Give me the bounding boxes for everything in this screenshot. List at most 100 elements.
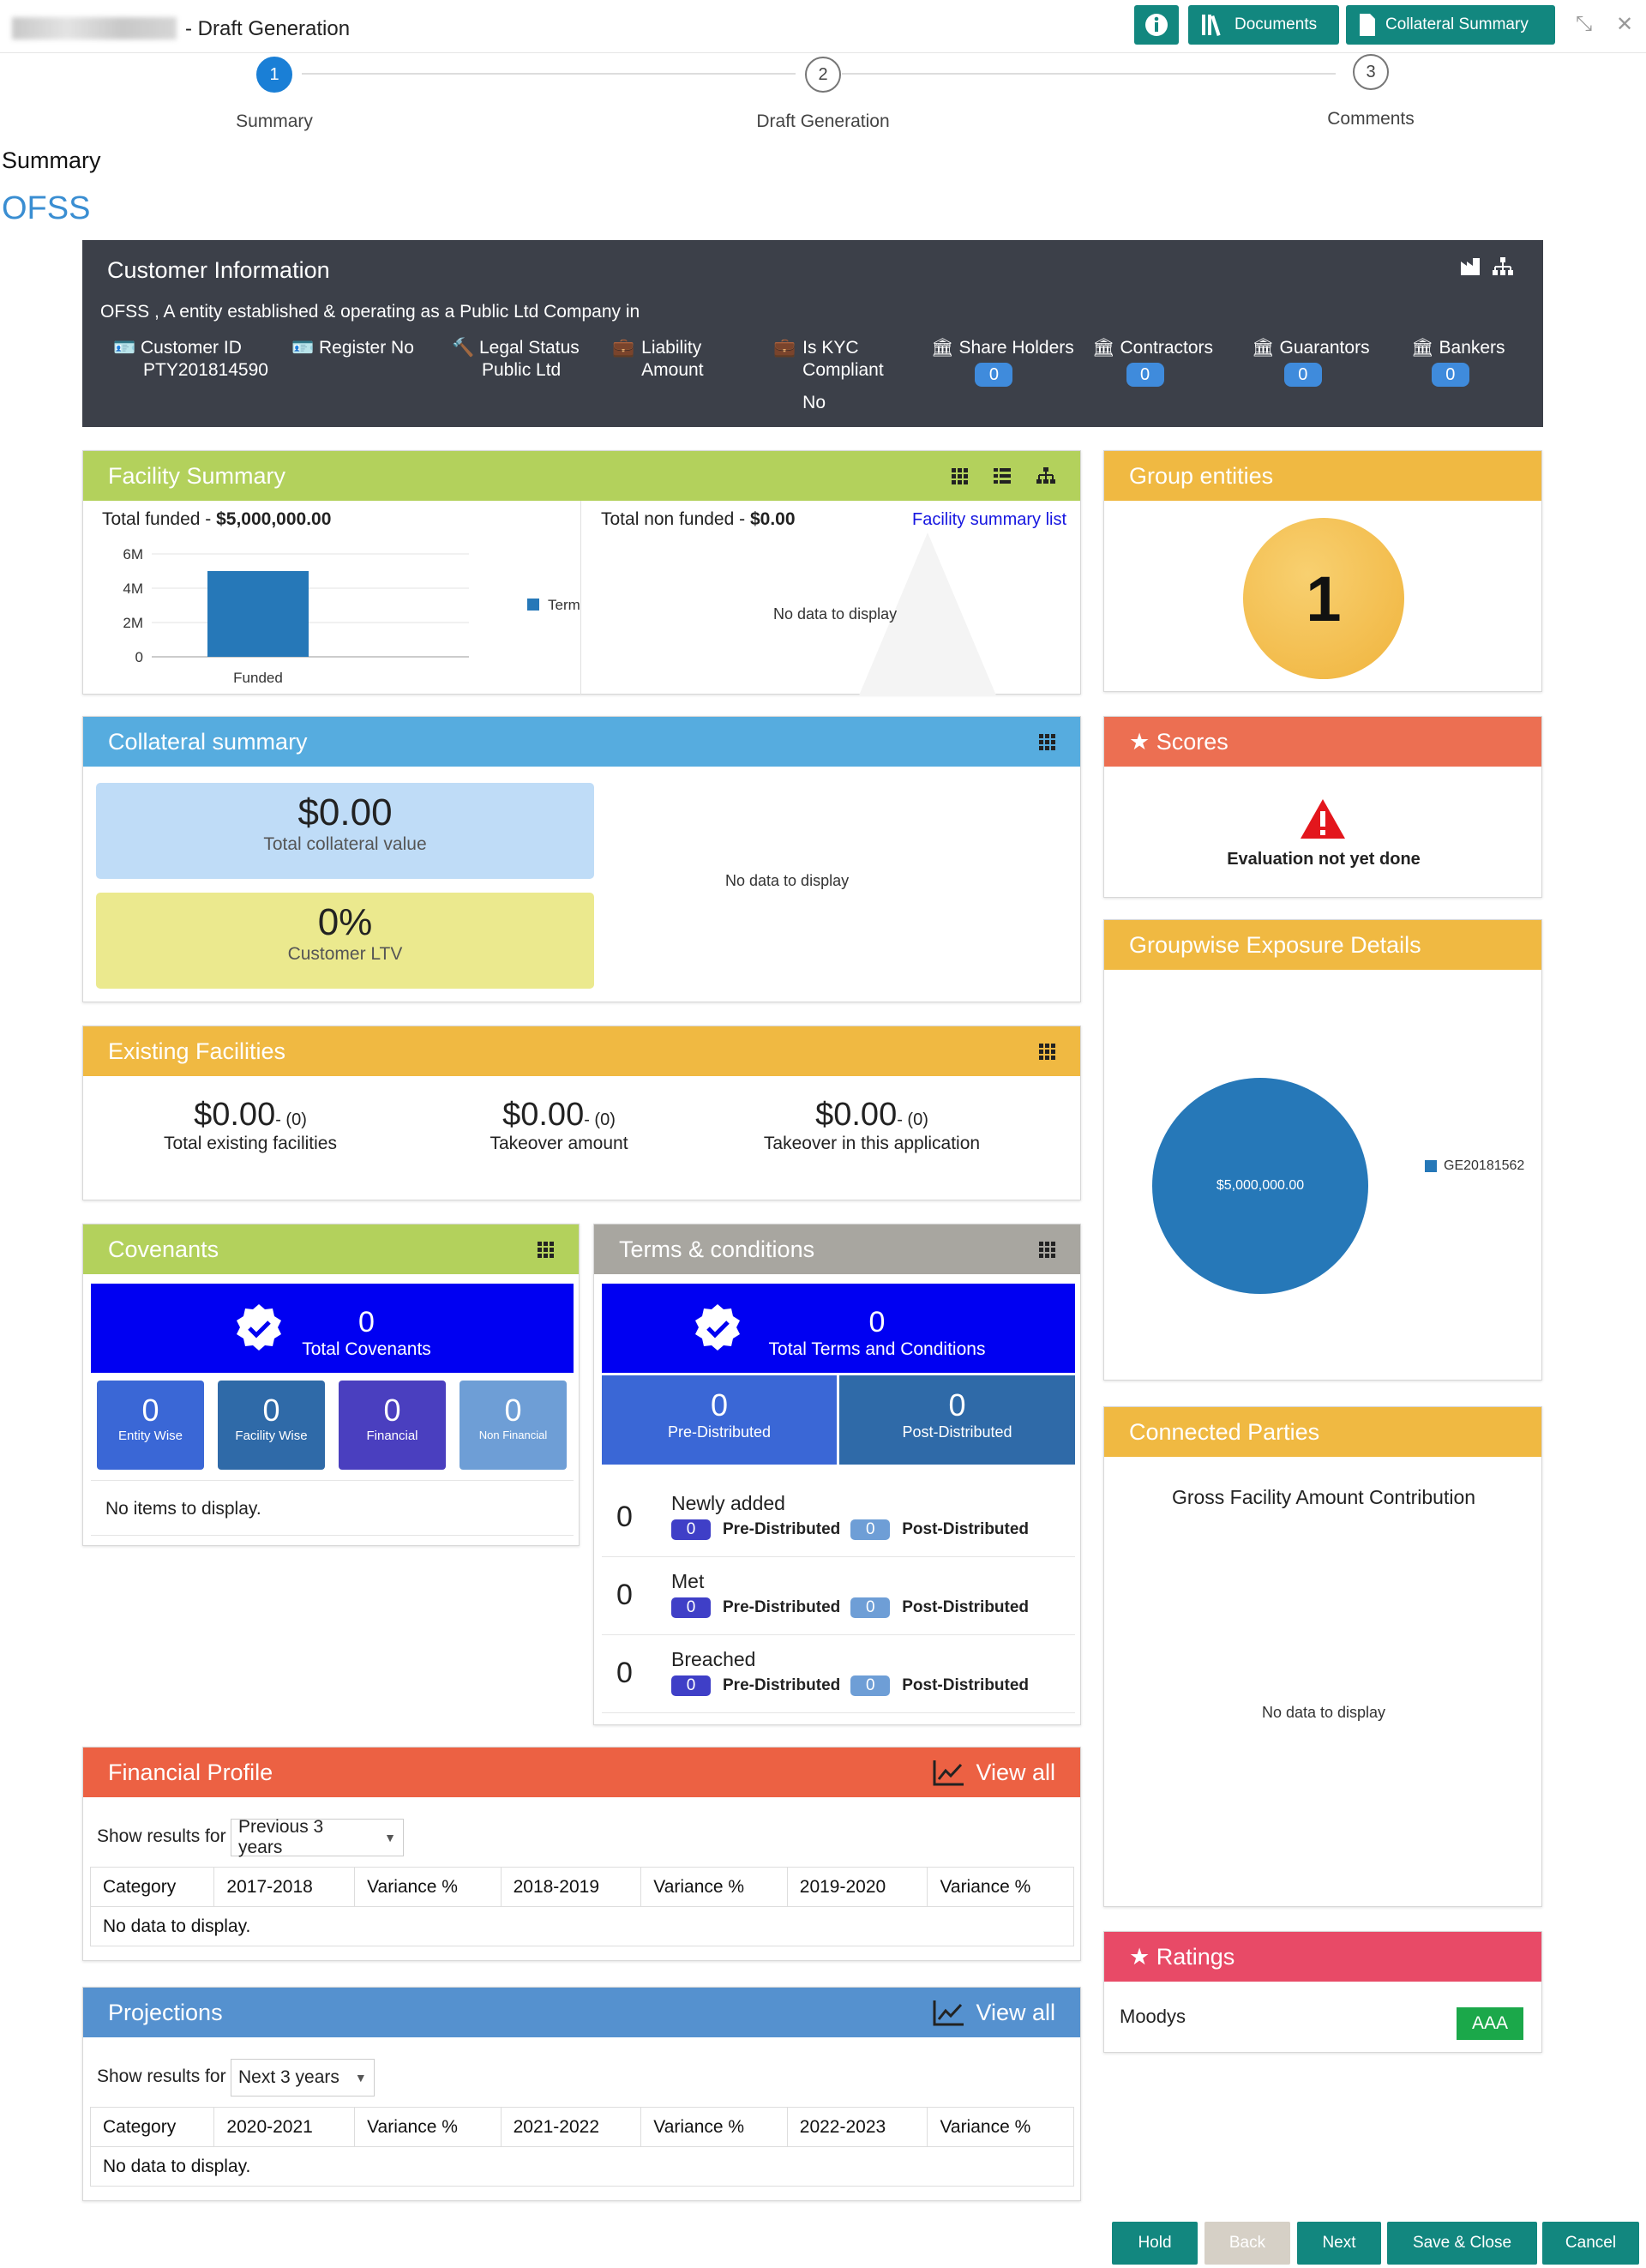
facility-summary-list-link[interactable]: Facility summary list <box>912 510 1067 529</box>
covenant-tile-entity[interactable]: 0 Entity Wise <box>97 1381 204 1470</box>
y-tick-label: 2M <box>123 615 143 631</box>
kyc-field: 💼 Is KYC Compliant No <box>773 337 884 424</box>
divider <box>580 501 581 695</box>
pre-distributed-tile[interactable]: 0 Pre-Distributed <box>602 1375 837 1465</box>
covenant-tile-facility[interactable]: 0 Facility Wise <box>218 1381 325 1470</box>
group-entities-count[interactable]: 1 <box>1243 518 1404 679</box>
divider <box>91 1535 574 1536</box>
legal-status-label: Legal Status <box>479 338 580 358</box>
scores-card: ★ Scores Evaluation not yet done <box>1103 716 1542 898</box>
column-header: 2020-2021 <box>213 2107 356 2147</box>
total-covenants-tile[interactable]: 0 Total Covenants <box>91 1284 574 1373</box>
covenants-title: Covenants <box>108 1236 219 1262</box>
period-select[interactable]: Next 3 years ▼ <box>231 2059 375 2097</box>
chevron-down-icon: ▼ <box>354 2071 367 2085</box>
briefcase-icon: 💼 <box>773 338 796 358</box>
groupwise-exposure-header: Groupwise Exposure Details <box>1104 920 1541 970</box>
terms-row[interactable]: 0 Met 0 Pre-Distributed 0 Post-Distributed <box>602 1560 1075 1635</box>
exposure-pie-slice[interactable]: $5,000,000.00 <box>1152 1078 1368 1294</box>
terms-row[interactable]: 0 Breached 0 Pre-Distributed 0 Post-Distribut… <box>602 1638 1075 1713</box>
total-non-funded: Total non funded - $0.00 <box>601 509 796 530</box>
share-holders-field[interactable]: 🏛 Share Holders 0 <box>931 337 1074 387</box>
step-connector <box>302 73 796 75</box>
view-all-link[interactable]: View all <box>933 1759 1055 1786</box>
contractors-field[interactable]: 🏛 Contractors 0 <box>1092 337 1213 387</box>
column-header: 2022-2023 <box>786 2107 928 2147</box>
post-count-badge: 0 <box>850 1597 891 1618</box>
legal-status-value: Public Ltd <box>482 360 562 380</box>
legend-swatch <box>1425 1160 1437 1172</box>
minimize-icon[interactable]: ⤡ <box>1576 12 1593 35</box>
groupwise-exposure-title: Groupwise Exposure Details <box>1129 931 1421 958</box>
column-header: Category <box>89 2107 215 2147</box>
step-3-circle[interactable]: 3 <box>1353 54 1389 90</box>
facility-summary-card: Facility Summary Total funded - $5,000,0… <box>82 450 1081 695</box>
liability-amount-label: Liability Amount <box>641 338 704 380</box>
back-button[interactable]: Back <box>1204 2222 1290 2265</box>
tile-label: Facility Wise <box>235 1429 308 1443</box>
financial-profile-card: Financial Profile View all Show results … <box>82 1747 1081 1961</box>
total-terms-tile[interactable]: 0 Total Terms and Conditions <box>602 1284 1075 1373</box>
scores-title: ★ Scores <box>1129 728 1228 755</box>
customer-description: OFSS , A entity established & operating … <box>100 302 640 322</box>
ratings-title: ★ Ratings <box>1129 1943 1235 1970</box>
no-data-text: No data to display <box>1261 1704 1386 1721</box>
projections-table: Category 2020-2021 Variance % 2021-2022 Vari… <box>89 2107 1074 2187</box>
y-tick-label: 6M <box>123 546 143 562</box>
bankers-field[interactable]: 🏛 Bankers 0 <box>1411 337 1505 387</box>
close-icon[interactable]: ✕ <box>1616 13 1634 36</box>
documents-button[interactable]: Documents <box>1188 5 1339 45</box>
tile-label: Non Financial <box>478 1429 548 1441</box>
step-2-circle[interactable]: 2 <box>805 57 841 93</box>
row-title: Met <box>671 1570 705 1592</box>
factory-icon[interactable] <box>1460 256 1481 277</box>
register-no-label: Register No <box>319 338 414 358</box>
post-label: Post-Distributed <box>902 1676 1030 1694</box>
pre-label: Pre-Distributed <box>723 1676 841 1694</box>
post-distributed-label: Post-Distributed <box>902 1423 1012 1441</box>
bar-term-loan-funded[interactable] <box>207 571 309 657</box>
info-button[interactable] <box>1134 5 1179 45</box>
total-collateral-value: $0.00 <box>297 791 393 833</box>
next-button[interactable]: Next <box>1297 2222 1381 2265</box>
kyc-value: No <box>802 393 826 412</box>
verified-badge-icon <box>694 1304 740 1351</box>
existing-label: Takeover in this application <box>763 1134 981 1153</box>
verified-badge-icon <box>237 1304 282 1351</box>
terms-row[interactable]: 0 Newly added 0 Pre-Distributed 0 Post-Distri… <box>602 1482 1075 1557</box>
collateral-summary-button[interactable]: Collateral Summary <box>1346 5 1555 45</box>
info-icon <box>1145 14 1168 36</box>
terms-conditions-title: Terms & conditions <box>619 1236 815 1262</box>
step-1-circle[interactable]: 1 <box>256 57 292 93</box>
view-all-link[interactable]: View all <box>933 1999 1055 2026</box>
grid-icon[interactable] <box>1039 733 1055 750</box>
save-close-button[interactable]: Save & Close <box>1387 2222 1537 2265</box>
hierarchy-icon[interactable] <box>1036 467 1055 484</box>
warning-icon <box>1301 799 1345 839</box>
step-1-label: Summary <box>236 111 313 131</box>
column-header: 2019-2020 <box>786 1867 928 1907</box>
collateral-summary-label: Collateral Summary <box>1385 15 1529 33</box>
y-tick-label: 4M <box>123 581 143 597</box>
grid-icon[interactable] <box>538 1241 554 1258</box>
grid-icon[interactable] <box>1039 1241 1055 1258</box>
legend-label: Term Loan <box>548 597 580 613</box>
ratings-header: ★ Ratings <box>1104 1932 1541 1982</box>
grid-icon[interactable] <box>952 467 968 484</box>
customer-ltv-tile: 0% Customer LTV <box>96 893 594 989</box>
covenant-tile-non-financial[interactable]: 0 Non Financial <box>460 1381 567 1470</box>
exposure-legend[interactable]: GE20181562 <box>1425 1158 1524 1174</box>
grid-icon[interactable] <box>1039 1043 1055 1060</box>
guarantors-field[interactable]: 🏛 Guarantors 0 <box>1252 337 1370 387</box>
period-select[interactable]: Previous 3 years ▼ <box>231 1817 404 1857</box>
hierarchy-icon[interactable] <box>1492 256 1514 277</box>
existing-item: $0.00- (0) Total existing facilities <box>143 1097 357 1154</box>
post-distributed-tile[interactable]: 0 Post-Distributed <box>839 1375 1075 1465</box>
covenant-tile-financial[interactable]: 0 Financial <box>339 1381 446 1470</box>
cancel-button[interactable]: Cancel <box>1542 2222 1639 2265</box>
column-header: Variance % <box>354 1867 502 1907</box>
column-header: Variance % <box>927 2107 1074 2147</box>
list-icon[interactable] <box>994 467 1011 484</box>
page-header-title: - Draft Generation <box>185 17 351 40</box>
hold-button[interactable]: Hold <box>1112 2222 1198 2265</box>
